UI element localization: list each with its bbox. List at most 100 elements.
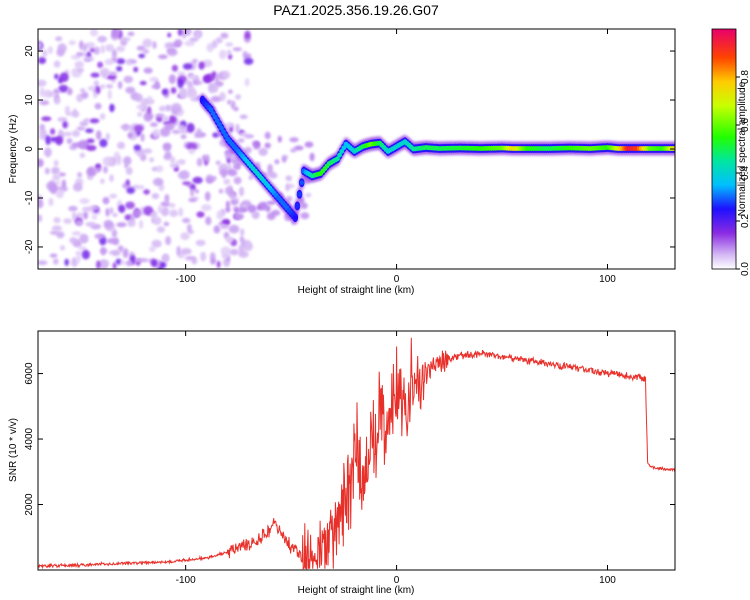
noise-blob [152,128,161,139]
spectrogram-marks [38,29,675,269]
noise-blob [77,212,83,219]
noise-blob [161,88,168,96]
noise-blob [149,122,158,127]
noise-blob [39,100,50,106]
noise-blob [184,256,195,261]
noise-blob [81,43,88,52]
snr-x-ticks: -100 0 100 [176,331,616,586]
ridge-core [341,145,347,151]
noise-blob [38,158,44,168]
noise-blob [212,132,220,138]
noise-blob [112,262,117,269]
noise-blob [68,205,78,212]
noise-blob [53,96,61,105]
noise-blob [196,157,203,167]
noise-blob [244,53,252,59]
noise-blob [69,237,77,244]
noise-blob [224,220,230,225]
noise-blob [164,194,170,203]
noise-blob [105,74,117,80]
noise-blob [82,211,89,220]
noise-blob [127,219,136,227]
noise-blob [112,29,120,37]
noise-blob [79,198,90,204]
spectrogram-y-axis-label: Frequency (Hz) [8,115,19,184]
noise-blob [205,216,212,226]
noise-blob [81,249,90,260]
noise-blob [219,168,230,176]
signal-ridge [199,93,675,225]
noise-blob [216,210,224,220]
noise-blob [274,159,280,165]
noise-blob [38,214,43,223]
noise-blob [162,115,170,122]
noise-blob [149,157,155,163]
noise-blob [56,231,65,239]
noise-blob [169,209,179,217]
noise-blob [38,56,47,65]
ridge-core [297,191,302,197]
noise-blob [38,79,47,87]
noise-blob [165,235,172,246]
noise-blob [233,176,242,185]
noise-blob [116,45,125,53]
noise-blob [109,207,114,215]
noise-blob [99,259,110,268]
noise-blob [219,49,227,60]
noise-blob [54,73,59,80]
ridge-core [217,122,222,127]
noise-blob [244,134,255,139]
noise-blob [101,246,106,256]
noise-blob [41,116,52,122]
y-tick-label: 4000 [24,427,35,450]
noise-blob [167,32,172,38]
noise-blob [225,236,234,244]
noise-blob [294,145,304,151]
noise-blob [300,202,308,210]
noise-blob [50,128,56,135]
ridge-core [210,111,216,116]
ridge-core [292,215,298,221]
noise-blob [155,165,164,173]
x-tick-label: 100 [599,274,616,285]
noise-blob [200,251,207,262]
noise-blob [177,124,186,131]
noise-blob [85,42,96,49]
noise-blob [164,104,172,112]
noise-blob [76,67,85,73]
noise-blob [116,66,123,72]
noise-blob [169,203,176,208]
noise-blob [190,188,195,197]
noise-blob [38,41,43,50]
noise-blob [204,191,211,202]
noise-blob [85,128,94,134]
figure-title: PAZ1.2025.356.19.26.G07 [273,2,439,18]
noise-blob [158,105,166,112]
noise-blob [109,103,115,113]
noise-blob [139,80,147,86]
noise-blob [170,87,177,94]
noise-blob [105,208,110,217]
noise-blob [112,237,120,246]
noise-blob [149,246,156,253]
noise-blob [55,189,64,199]
noise-blob [105,132,110,141]
x-tick-label: 0 [394,575,400,586]
snr-x-axis-label: Height of straight line (km) [298,585,415,596]
noise-blob [122,248,129,259]
noise-blob [103,219,113,229]
noise-blob [163,221,170,227]
noise-blob [52,174,61,181]
noise-blob [86,145,97,151]
snr-y-axis-label: SNR (10 * v/v) [8,418,19,482]
noise-blob [57,43,67,54]
y-tick-label: 20 [24,45,35,57]
noise-blob [140,133,145,142]
x-tick-label: 0 [394,274,400,285]
noise-blob [76,126,86,131]
ridge-core [337,152,342,158]
noise-blob [136,149,145,157]
noise-blob [237,138,245,143]
noise-blob [80,91,89,99]
noise-blob [300,212,310,220]
